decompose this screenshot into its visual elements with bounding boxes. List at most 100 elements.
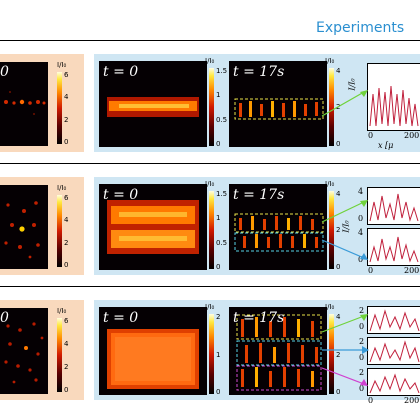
row2-t0-image xyxy=(99,184,207,270)
row1-t0-pattern xyxy=(107,97,199,117)
row2-plot-ytick: 0 xyxy=(358,255,364,264)
row-divider xyxy=(0,286,420,287)
row3-plot-ytick: 2 xyxy=(359,337,365,346)
row1-t0-image xyxy=(99,61,207,147)
row3-t17-image xyxy=(229,307,327,395)
row1-t17-colorbar xyxy=(329,68,334,146)
row3-left-label: 0 xyxy=(0,310,9,326)
row1-profile-plot xyxy=(367,63,420,131)
row2-left-tick: 2 xyxy=(64,239,69,247)
row2-plot-ytick: 4 xyxy=(358,187,364,196)
row2-t17-pattern xyxy=(234,213,324,252)
row3-t0-image xyxy=(99,307,207,395)
row2-left-tick: 6 xyxy=(64,194,69,202)
row3-profile-trace-1 xyxy=(369,309,420,332)
row1-t0-tick: 1.5 xyxy=(216,67,228,75)
row-divider xyxy=(0,163,420,164)
row2-left-image xyxy=(0,185,48,269)
row3-left-cb-unit: I/I₀ xyxy=(57,307,67,315)
row2-left-tick: 4 xyxy=(64,216,69,224)
row1-left-tick: 4 xyxy=(64,93,69,101)
row2-t0-colorbar xyxy=(209,191,214,269)
row3-left-tick: 2 xyxy=(64,363,69,371)
row3-t0-label: t = 0 xyxy=(103,310,139,326)
row2-left-cb-unit: I/I₀ xyxy=(57,184,67,192)
row2-t17-tick: 0 xyxy=(336,263,341,271)
row3-left-tick: 6 xyxy=(64,317,69,325)
row1-left-tick: 0 xyxy=(64,138,69,146)
row1-t0-tick: 1 xyxy=(216,91,221,99)
row3-arrows xyxy=(321,314,369,386)
row2-t17-image xyxy=(229,184,327,270)
row2-profile-trace-top xyxy=(369,193,419,222)
row3-t17-pattern xyxy=(236,314,322,391)
row1-t17-image xyxy=(229,61,327,147)
row3-plot-xtick: 0 xyxy=(368,396,374,405)
row2-t17-colorbar xyxy=(329,191,334,269)
row3-plot-ytick: 0 xyxy=(359,322,365,331)
row3-t0-tick: 1 xyxy=(216,351,221,359)
row3-t17-tick: 2 xyxy=(336,351,341,359)
row2-t0-tick: 1 xyxy=(216,214,221,222)
row1-plot-xtick: 200 xyxy=(404,131,420,140)
row3-t17-label: t = 17s xyxy=(233,310,285,326)
row3-t0-tick: 2 xyxy=(216,313,221,321)
row2-t0-label: t = 0 xyxy=(103,187,139,203)
row2-t0-pattern xyxy=(107,200,199,254)
row1-t0-label: t = 0 xyxy=(103,64,139,80)
row1-left-pattern xyxy=(4,91,46,115)
row3-profile-plot-3 xyxy=(367,368,420,396)
row1-t17-tick: 0 xyxy=(336,140,341,148)
row2-left-colorbar xyxy=(57,195,62,267)
row2-t17-cb-unit: I/I₀ xyxy=(325,180,335,188)
row2-plot-ytick: 4 xyxy=(358,228,364,237)
row2-t17-tick: 2 xyxy=(336,226,341,234)
row3-profile-trace-2 xyxy=(369,340,420,363)
row1-profile-trace xyxy=(369,85,419,127)
row1-t0-tick: 0 xyxy=(216,140,221,148)
row3-left-tick: 4 xyxy=(64,340,69,348)
row1-arrow xyxy=(321,90,368,117)
row2-t0-tick: 0.5 xyxy=(216,239,228,247)
row3-left-pattern xyxy=(4,322,44,384)
row2-t0-tick: 0 xyxy=(216,263,221,271)
row3-plot-ytick: 2 xyxy=(359,306,365,315)
row1-left-image xyxy=(0,62,48,146)
row1-left-colorbar xyxy=(57,72,62,144)
row2-profile-plot-top xyxy=(367,187,420,225)
row2-t17-label: t = 17s xyxy=(233,187,285,203)
row1-t17-label: t = 17s xyxy=(233,64,285,80)
row3-plot-ytick: 0 xyxy=(359,384,365,393)
row2-plot-xtick: 0 xyxy=(368,266,374,275)
row3-t0-cb-unit: I/I₀ xyxy=(205,303,215,311)
row3-t17-tick: 4 xyxy=(336,313,341,321)
row2-plot-ytick: 0 xyxy=(358,214,364,223)
row2-left-tick: 0 xyxy=(64,261,69,269)
row2-left-pattern xyxy=(4,201,40,259)
row1-t17-tick: 4 xyxy=(336,67,341,75)
row3-left-tick: 0 xyxy=(64,386,69,394)
row3-t0-tick: 0 xyxy=(216,388,221,396)
row1-left-label: 0 xyxy=(0,64,9,80)
row2-plot-xtick: 200 xyxy=(404,266,420,275)
row2-t17-tick: 4 xyxy=(336,190,341,198)
header-rule xyxy=(0,40,420,41)
row3-profile-plot-2 xyxy=(367,337,420,365)
row2-arrows xyxy=(321,200,368,260)
row3-left-colorbar xyxy=(57,318,62,392)
row1-t0-tick: 0.5 xyxy=(216,116,228,124)
row3-t0-pattern xyxy=(107,329,199,389)
row1-left-cb-unit: I/I₀ xyxy=(57,61,67,69)
row1-plot-xlabel: x [μ xyxy=(378,141,394,150)
row1-left-tick: 2 xyxy=(64,116,69,124)
section-title: Experiments xyxy=(316,20,405,36)
row1-t17-pattern xyxy=(234,98,324,120)
row3-left-image xyxy=(0,308,48,394)
row3-profile-trace-3 xyxy=(369,373,420,394)
row2-t0-tick: 1.5 xyxy=(216,190,228,198)
row1-t0-cb-unit: I/I₀ xyxy=(205,57,215,65)
row2-t0-cb-unit: I/I₀ xyxy=(205,180,215,188)
row3-t0-colorbar xyxy=(209,314,214,394)
row3-plot-xtick: 200 xyxy=(404,396,420,405)
row2-profile-plot-bottom xyxy=(367,228,420,266)
